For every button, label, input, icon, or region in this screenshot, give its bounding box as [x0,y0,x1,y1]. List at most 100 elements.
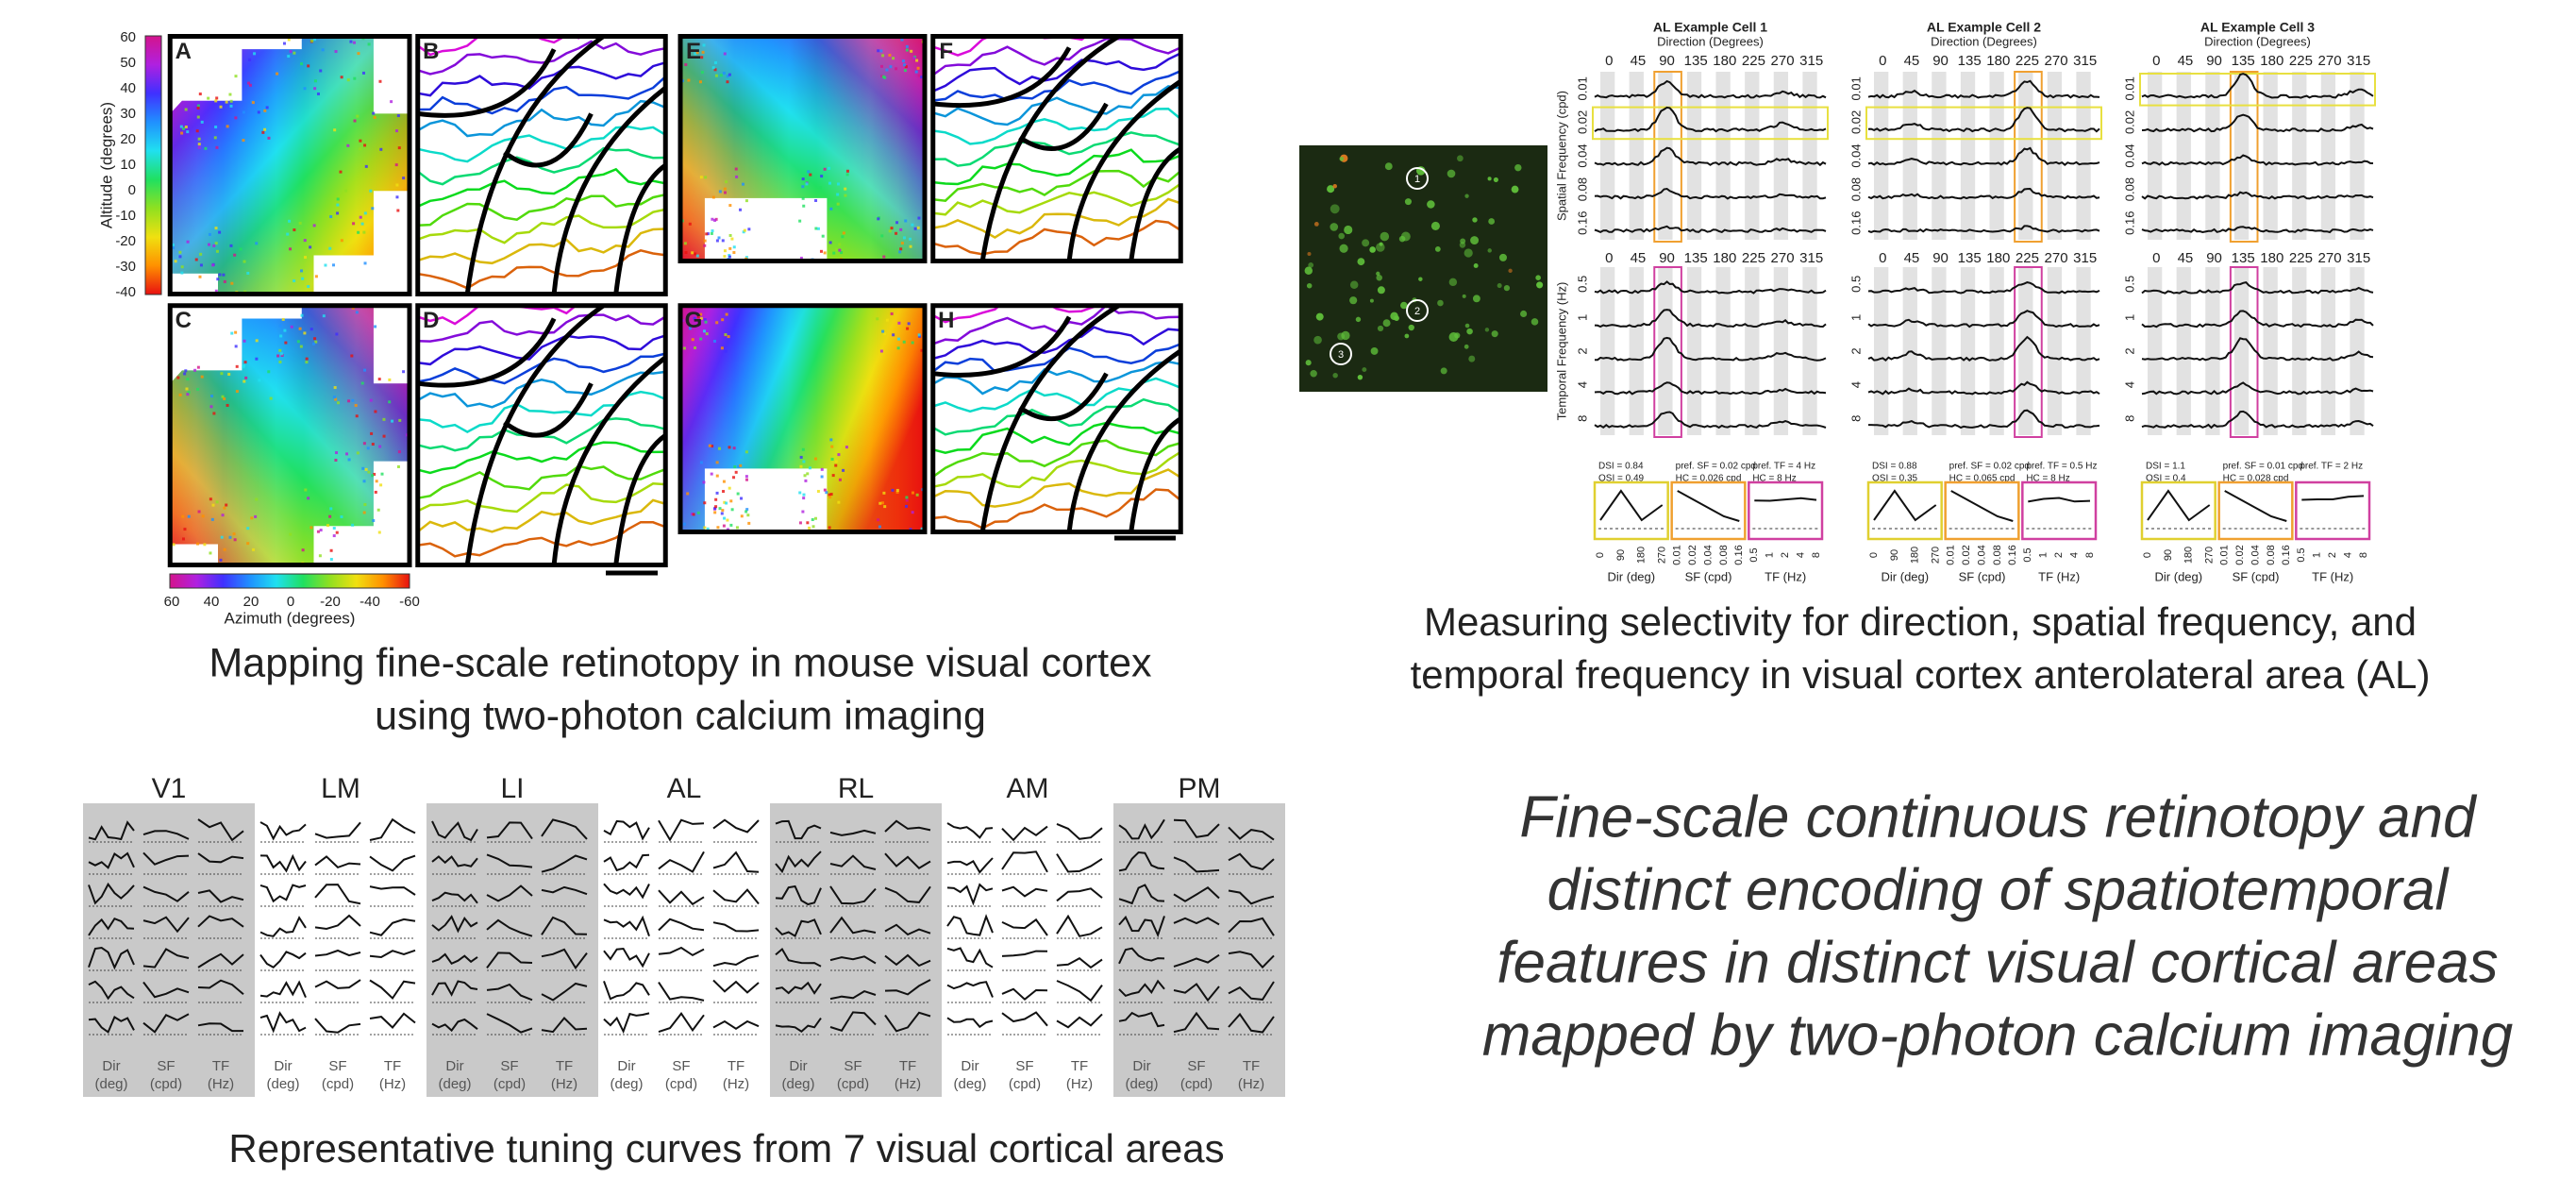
tuning-axis-label: (cpd) [1180,1076,1213,1092]
map-noise [314,79,317,82]
summary-tick-label: 270 [1657,547,1668,564]
map-noise [720,74,723,76]
labeled-cell [1460,239,1465,244]
map-noise [229,244,232,247]
sf-tick-label: 0.01 [1575,76,1589,100]
map-noise [212,504,215,507]
direction-tick-label: 0 [1605,53,1613,69]
map-noise [716,240,719,243]
tuning-stat: pref. TF = 4 Hz [1752,462,1815,472]
map-noise [705,232,708,235]
map-noise [915,71,918,74]
labeled-cell [1385,162,1393,170]
map-noise [807,170,810,173]
tuning-axis-label: Dir [961,1058,979,1074]
map-noise [180,126,183,128]
map-noise [328,247,331,250]
direction-tick-label: 270 [1771,53,1795,69]
map-noise [838,243,841,245]
map-noise [912,342,914,345]
map-noise [310,328,313,330]
summary-tick-label: 0.02 [1687,545,1698,564]
labeled-cell [1474,263,1479,268]
tuning-axis-label: (Hz) [1238,1076,1264,1092]
map-noise [828,496,831,498]
labeled-cell [1332,373,1337,378]
map-noise [892,333,895,336]
map-noise [287,55,290,58]
labeled-cell [1464,345,1469,349]
map-noise [911,224,913,227]
map-noise [724,249,727,252]
tuning-stat: DSI = 1.1 [2146,462,2185,472]
map-noise [336,211,339,214]
map-noise [236,390,239,393]
map-noise [829,241,832,244]
summary-tick-label: 2 [2053,552,2065,558]
map-noise [207,97,209,100]
map-noise [290,50,293,53]
summary-tick-label: 0.5 [2296,547,2307,562]
map-noise [746,514,749,516]
map-noise [374,325,376,328]
map-noise [903,236,906,239]
summary-tick-label: 0.01 [1946,545,1957,564]
map-noise [391,420,393,423]
map-noise [335,50,338,53]
map-noise [732,476,735,479]
map-noise [230,100,233,103]
summary-statement: Fine-scale continuous retinotopy and [1519,784,2478,850]
map-noise [307,497,309,499]
map-noise [236,365,239,368]
map-noise [363,442,366,445]
map-noise [885,69,888,72]
map-noise [291,326,293,328]
direction-tick-label: 270 [2045,250,2068,266]
area-background [1113,803,1285,1097]
map-noise [181,265,184,268]
map-noise [829,208,832,211]
map-noise [180,272,183,275]
map-noise [317,531,320,533]
map-noise [838,249,841,252]
map-noise [831,458,834,461]
map-noise [347,78,350,81]
map-noise [689,223,692,226]
labeled-cell [1357,258,1364,265]
map-noise [806,472,809,475]
map-noise [379,483,382,486]
map-noise [334,386,337,389]
map-noise [196,388,199,391]
direction-tick-label: 90 [1659,53,1675,69]
tf-tick-label: 8 [1848,415,1863,422]
map-noise [313,87,316,90]
direction-tick-label: 270 [2318,250,2342,266]
map-noise [889,65,892,68]
map-noise [828,167,830,170]
map-noise [881,54,884,57]
map-noise [690,345,693,348]
map-noise [322,48,325,51]
map-noise [912,511,914,514]
map-noise [914,227,917,230]
map-noise [377,509,380,512]
map-noise [390,100,393,103]
map-noise [736,526,739,529]
labeled-cell [1310,370,1316,377]
map-noise [904,69,907,72]
map-noise [805,182,808,185]
map-noise [705,321,708,324]
map-noise [395,183,398,186]
map-noise [702,51,705,54]
map-noise [801,511,804,514]
map-noise [886,319,889,322]
map-noise [917,227,920,229]
retinotopy-panel [418,291,666,565]
map-noise [329,215,332,218]
map-noise [293,228,295,231]
tuning-axis-label: (Hz) [208,1076,234,1092]
labeled-cell [1376,275,1382,281]
map-noise [878,526,881,529]
summary-tick-label: 0.01 [2219,545,2231,564]
map-noise [258,110,260,113]
